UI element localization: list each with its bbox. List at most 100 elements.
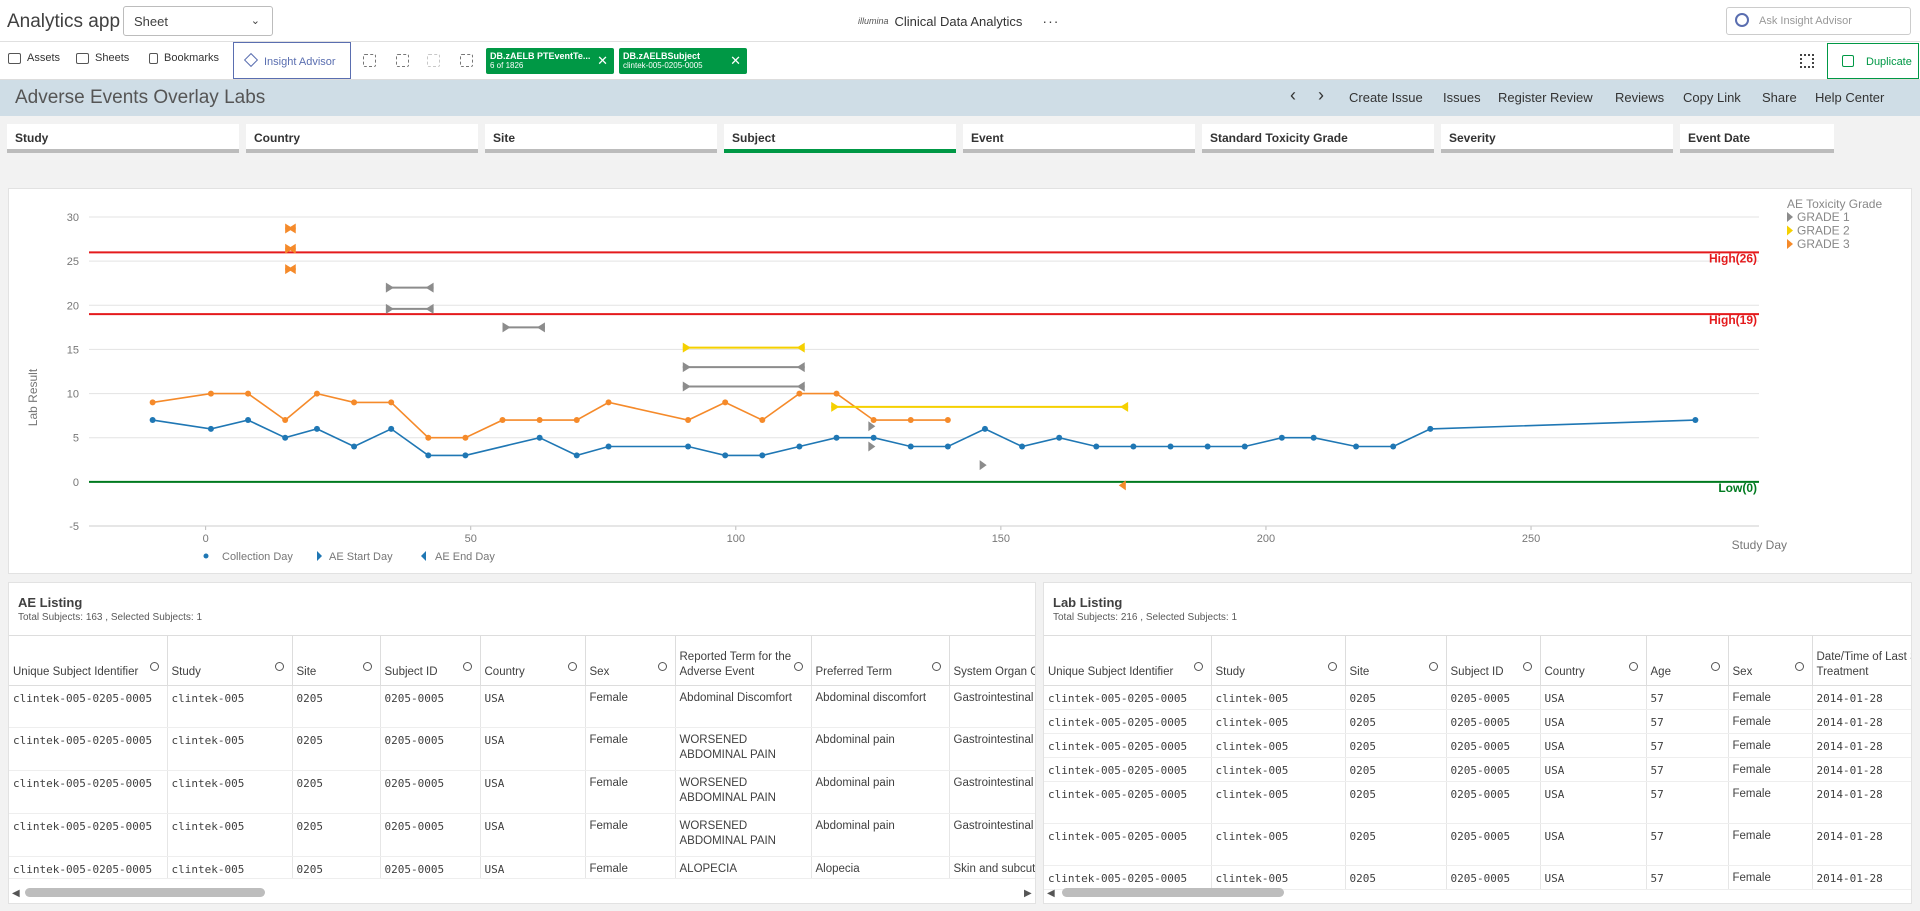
search-icon[interactable]	[1327, 662, 1337, 671]
table-row[interactable]: clintek-005-0205-0005 clintek-005 0205 0205…	[9, 856, 1035, 879]
collection-point[interactable]	[462, 434, 469, 441]
collection-point[interactable]	[1167, 443, 1174, 450]
collection-point[interactable]	[313, 425, 320, 432]
more-options-icon[interactable]: ···	[1042, 13, 1060, 29]
search-icon[interactable]	[1193, 662, 1203, 671]
horizontal-scrollbar[interactable]	[1062, 888, 1284, 897]
collection-point[interactable]	[1310, 434, 1317, 441]
filter-study[interactable]: Study	[7, 124, 239, 153]
search-icon[interactable]	[1522, 662, 1532, 671]
collection-point[interactable]	[388, 399, 395, 406]
ae-end-marker[interactable]	[287, 264, 296, 275]
column-header[interactable]: Site	[292, 635, 381, 686]
collection-point[interactable]	[351, 399, 358, 406]
collection-point[interactable]	[573, 417, 580, 424]
collection-point[interactable]	[425, 452, 432, 459]
column-header[interactable]: Reported Term for the Adverse Event	[675, 635, 812, 686]
ae-end-marker[interactable]	[1118, 480, 1126, 491]
collection-point[interactable]	[149, 417, 156, 424]
collection-point[interactable]	[833, 434, 840, 441]
collection-point[interactable]	[796, 443, 803, 450]
table-row[interactable]: clintek-005-0205-0005 clintek-005 0205 0205…	[9, 770, 1035, 814]
overlay-chart[interactable]: -5 0 5 10 15 20 25 30 0 50 100 150 200 250 Lab Result S…	[9, 189, 1913, 575]
filter-event[interactable]: Event	[963, 124, 1195, 153]
collection-point[interactable]	[282, 417, 289, 424]
clear-selections-icon[interactable]	[460, 54, 473, 67]
search-icon[interactable]	[1794, 662, 1804, 671]
scroll-left-icon[interactable]: ◀	[12, 888, 20, 899]
table-row[interactable]: clintek-005-0205-0005 clintek-005 0205 0205…	[1044, 733, 1911, 758]
ae-start-marker[interactable]	[979, 460, 987, 471]
column-header[interactable]: Country	[480, 635, 586, 686]
ae-start-marker[interactable]	[385, 282, 394, 293]
search-icon[interactable]	[1710, 662, 1720, 671]
search-icon[interactable]	[657, 662, 667, 671]
collection-point[interactable]	[1390, 443, 1397, 450]
column-header[interactable]: Subject ID	[1446, 635, 1541, 686]
collection-point[interactable]	[870, 434, 877, 441]
ae-end-marker[interactable]	[796, 362, 805, 373]
column-header[interactable]: Site	[1345, 635, 1447, 686]
collection-point[interactable]	[207, 425, 214, 432]
copy-link-link[interactable]: Copy Link	[1683, 90, 1741, 105]
ae-start-marker[interactable]	[868, 421, 876, 432]
ae-end-marker[interactable]	[796, 342, 805, 353]
collection-point[interactable]	[499, 417, 506, 424]
collection-point[interactable]	[685, 443, 692, 450]
search-icon[interactable]	[149, 662, 159, 671]
filter-site[interactable]: Site	[485, 124, 717, 153]
selection-chip-subject[interactable]: DB.zAELBSubject clintek-005-0205-0005 ✕	[619, 48, 747, 74]
collection-point[interactable]	[759, 452, 766, 459]
table-row[interactable]: clintek-005-0205-0005 clintek-005 0205 0205…	[1044, 757, 1911, 782]
collection-point[interactable]	[536, 434, 543, 441]
search-icon[interactable]	[793, 662, 803, 671]
column-header[interactable]: System Organ Class	[949, 635, 1035, 686]
table-row[interactable]: clintek-005-0205-0005 clintek-005 0205 0205…	[9, 813, 1035, 857]
assets-button[interactable]: Assets	[8, 52, 60, 64]
close-icon[interactable]: ✕	[597, 53, 608, 68]
ae-end-marker[interactable]	[536, 322, 545, 333]
collection-point[interactable]	[605, 399, 612, 406]
horizontal-scrollbar[interactable]	[25, 888, 265, 897]
ae-end-marker[interactable]	[1120, 401, 1129, 412]
collection-point[interactable]	[1241, 443, 1248, 450]
column-header[interactable]: Sex	[585, 635, 676, 686]
table-row[interactable]: clintek-005-0205-0005 clintek-005 0205 0205…	[1044, 685, 1911, 710]
collection-point[interactable]	[536, 417, 543, 424]
collection-point[interactable]	[462, 452, 469, 459]
table-row[interactable]: clintek-005-0205-0005 clintek-005 0205 0205…	[1044, 823, 1911, 866]
collection-point[interactable]	[207, 390, 214, 397]
table-row[interactable]: clintek-005-0205-0005 clintek-005 0205 0205…	[1044, 709, 1911, 734]
next-sheet-icon[interactable]: ›	[1318, 85, 1324, 105]
column-header[interactable]: Study	[167, 635, 293, 686]
collection-point[interactable]	[759, 417, 766, 424]
collection-point[interactable]	[425, 434, 432, 441]
collection-point[interactable]	[907, 443, 914, 450]
collection-point[interactable]	[796, 390, 803, 397]
ae-end-marker[interactable]	[287, 243, 296, 254]
column-header[interactable]: Subject ID	[380, 635, 481, 686]
collection-point[interactable]	[870, 417, 877, 424]
ae-end-marker[interactable]	[425, 282, 434, 293]
table-row[interactable]: clintek-005-0205-0005 clintek-005 0205 0205…	[9, 685, 1035, 728]
collection-point[interactable]	[149, 399, 156, 406]
issues-link[interactable]: Issues	[1443, 90, 1481, 105]
collection-point[interactable]	[1204, 443, 1211, 450]
collection-point[interactable]	[722, 452, 729, 459]
column-header[interactable]: Unique Subject Identifier	[1044, 635, 1212, 686]
collection-point[interactable]	[981, 425, 988, 432]
collection-point[interactable]	[1093, 443, 1100, 450]
ae-end-marker[interactable]	[287, 223, 296, 234]
column-header[interactable]: Date/Time of Last Study Treatment	[1812, 635, 1911, 686]
search-icon[interactable]	[362, 662, 372, 671]
search-icon[interactable]	[274, 662, 284, 671]
sheet-dropdown[interactable]: Sheet ⌄	[123, 6, 273, 36]
scroll-right-icon[interactable]: ▶	[1024, 888, 1032, 899]
collection-point[interactable]	[1353, 443, 1360, 450]
ask-insight-advisor-input[interactable]: Ask Insight Advisor	[1726, 7, 1911, 35]
scroll-left-icon[interactable]: ◀	[1047, 888, 1055, 899]
column-header[interactable]: Preferred Term	[811, 635, 950, 686]
ae-end-marker[interactable]	[425, 303, 434, 314]
ae-start-marker[interactable]	[682, 342, 691, 353]
selection-chip-pt-event[interactable]: DB.zAELB PTEventTe... 6 of 1826 ✕	[486, 48, 614, 74]
